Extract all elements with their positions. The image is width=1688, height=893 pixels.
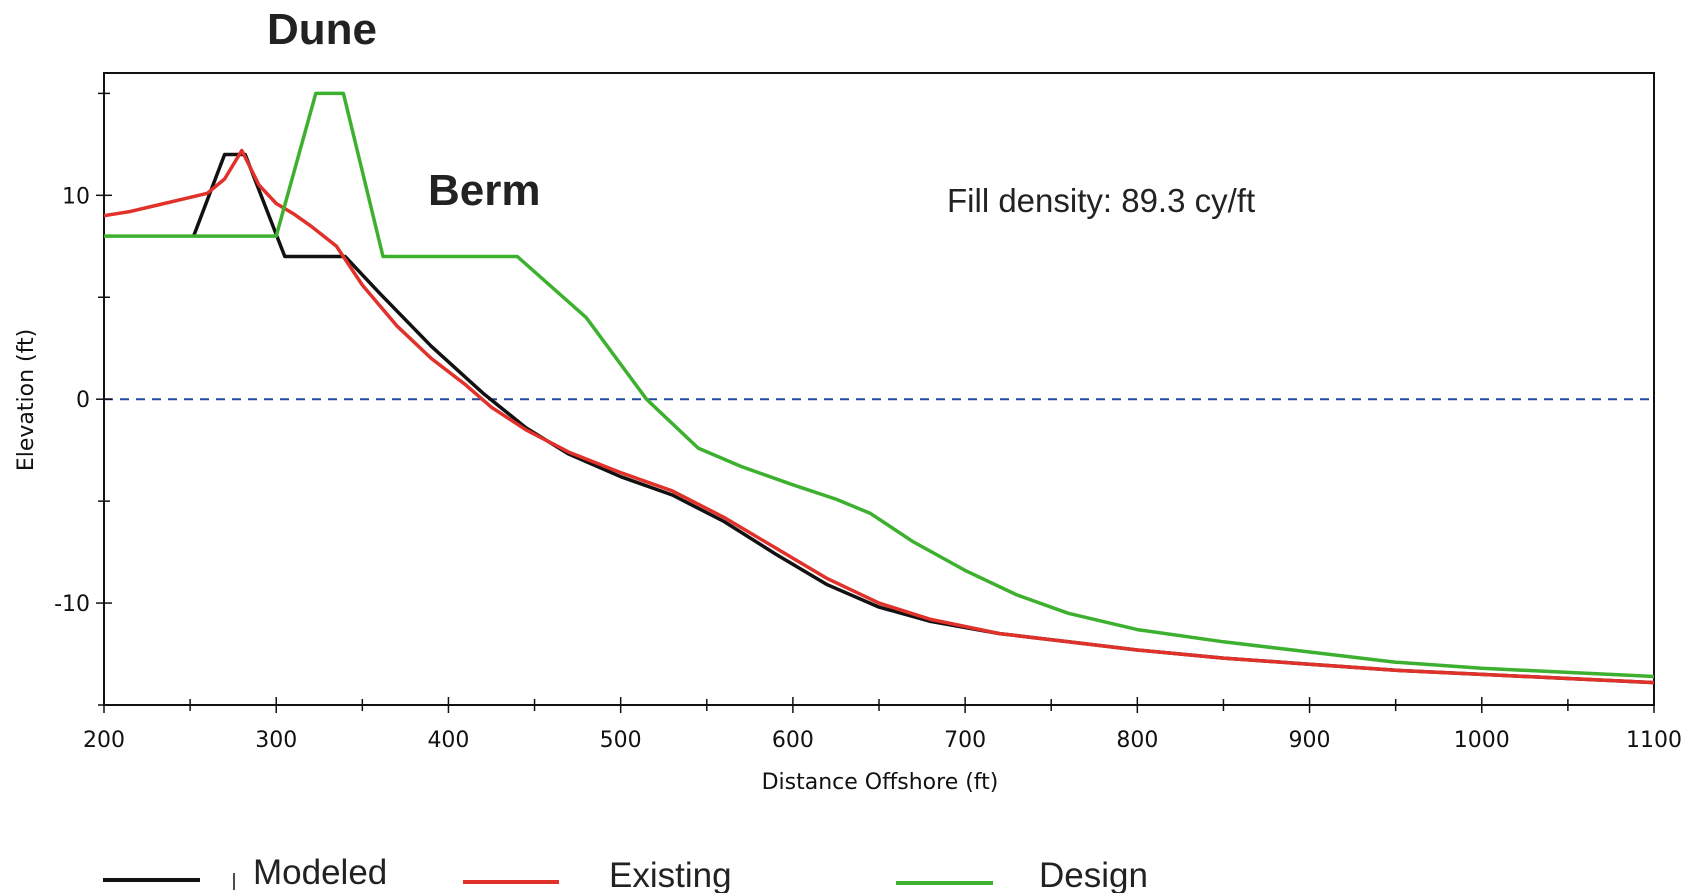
x-tick-label: 500: [600, 728, 642, 753]
series-line-existing: [103, 148, 1655, 685]
series-line-modeled: [191, 152, 1655, 685]
x-tick-label: 800: [1116, 728, 1158, 753]
x-tick-label: 600: [772, 728, 814, 753]
annotation-fill-density: Fill density: 89.3 cy/ft: [947, 182, 1255, 219]
x-tick-label: 900: [1289, 728, 1331, 753]
x-tick-label: 200: [83, 728, 125, 753]
y-tick-label: 10: [62, 184, 90, 209]
plot-frame: [103, 72, 1655, 706]
x-tick-label: 1000: [1454, 728, 1510, 753]
legend-label-design: Design: [1039, 856, 1148, 893]
y-tick-label: -10: [54, 592, 90, 617]
legend-label-existing: Existing: [609, 856, 732, 893]
x-axis-title: Distance Offshore (ft): [762, 770, 999, 795]
legend-label-modeled: Modeled: [253, 853, 387, 892]
annotation-dune: Dune: [267, 5, 377, 54]
x-tick-label: 700: [944, 728, 986, 753]
x-tick-label: 300: [255, 728, 297, 753]
series-line-design: [104, 91, 1655, 679]
y-tick-label: 0: [76, 388, 90, 413]
y-axis-title: Elevation (ft): [14, 329, 39, 471]
x-tick-label: 1100: [1626, 728, 1682, 753]
legend: Modeled Existing Design: [103, 853, 1148, 893]
annotation-berm: Berm: [428, 166, 541, 215]
x-tick-label: 400: [427, 728, 469, 753]
